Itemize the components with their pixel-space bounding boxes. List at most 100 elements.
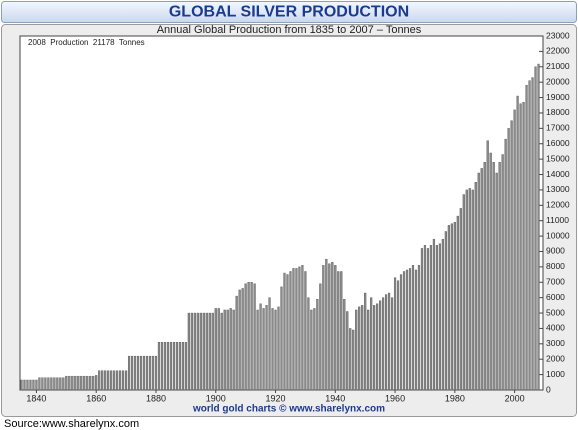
bar [262, 308, 265, 391]
bar [124, 370, 128, 391]
bar [504, 138, 507, 391]
bar [139, 355, 143, 391]
y-tick-label: 16000 [546, 138, 570, 148]
bar [513, 109, 516, 391]
bar [26, 379, 29, 391]
bar [483, 162, 486, 391]
bar [319, 283, 322, 391]
bar [217, 308, 220, 391]
bar [95, 375, 98, 391]
bar [340, 271, 343, 391]
bar [519, 103, 522, 391]
bar [53, 377, 56, 391]
bar [367, 309, 370, 391]
bar [23, 379, 26, 391]
bar [265, 305, 268, 391]
y-tick-label: 5000 [546, 307, 565, 317]
bar [322, 265, 325, 391]
bar [471, 189, 474, 391]
x-tick-label: 1940 [325, 393, 345, 403]
y-tick-label: 7000 [546, 277, 565, 287]
bar [35, 379, 38, 391]
bar [295, 268, 298, 391]
bar [283, 272, 286, 391]
bar [385, 294, 388, 391]
bar [462, 194, 465, 391]
x-tick-label: 1960 [385, 393, 405, 403]
bar [393, 277, 397, 391]
bar [229, 308, 232, 391]
bar [202, 312, 205, 391]
bar [136, 355, 140, 391]
bar [531, 77, 534, 391]
bar [32, 379, 35, 391]
bar [429, 245, 433, 391]
y-tick-label: 4000 [546, 323, 565, 333]
bar [44, 377, 47, 391]
bar [474, 182, 477, 391]
chart-subtitle: Annual Global Production from 1835 to 20… [157, 24, 422, 36]
bar [313, 308, 316, 391]
bar [268, 297, 271, 391]
bar [480, 168, 483, 391]
bar [196, 312, 199, 391]
bar [74, 375, 77, 391]
y-tick-label: 19000 [546, 92, 570, 102]
bar [113, 370, 116, 391]
bar [438, 243, 441, 391]
bar [307, 297, 310, 391]
bar [298, 266, 301, 391]
bar [501, 154, 504, 391]
bar [432, 238, 436, 391]
bar [426, 248, 430, 391]
y-tick-label: 10000 [546, 230, 570, 240]
bar [522, 101, 525, 391]
bar [528, 80, 531, 391]
bar [358, 306, 361, 391]
y-tick-label: 21000 [546, 61, 570, 71]
bar [507, 128, 510, 391]
x-tick-label: 2000 [505, 393, 525, 403]
bar [492, 162, 495, 391]
chart-title: GLOBAL SILVER PRODUCTION [169, 4, 409, 21]
bar [163, 342, 167, 391]
bar [477, 172, 480, 391]
bar [396, 280, 400, 391]
bar [65, 375, 68, 391]
x-tick-label: 1880 [146, 393, 166, 403]
x-tick-label: 1840 [26, 393, 46, 403]
bar [274, 309, 277, 391]
bar [379, 300, 382, 391]
bar [387, 292, 391, 391]
bar [382, 297, 385, 391]
y-tick-label: 18000 [546, 107, 570, 117]
y-tick-label: 3000 [546, 338, 565, 348]
bar [343, 298, 346, 391]
bar [334, 265, 337, 391]
bar [447, 225, 450, 391]
bar [399, 274, 403, 391]
bar [157, 342, 161, 391]
bar [59, 377, 62, 391]
bar [247, 282, 250, 391]
bar [337, 271, 340, 391]
x-tick-label: 1980 [445, 393, 465, 403]
bar [411, 265, 415, 391]
bar [304, 271, 307, 391]
bar [110, 370, 113, 391]
y-tick-label: 11000 [546, 215, 569, 225]
bar [292, 268, 295, 391]
bar [214, 308, 217, 391]
bar [151, 355, 155, 391]
y-tick-label: 0 [546, 384, 551, 394]
y-tick-label: 22000 [546, 46, 570, 56]
bar [244, 283, 247, 391]
bar [92, 375, 95, 391]
y-tick-label: 12000 [546, 200, 570, 210]
bar [256, 309, 259, 391]
bar [208, 312, 211, 391]
bar [62, 377, 65, 391]
bar [361, 305, 364, 391]
